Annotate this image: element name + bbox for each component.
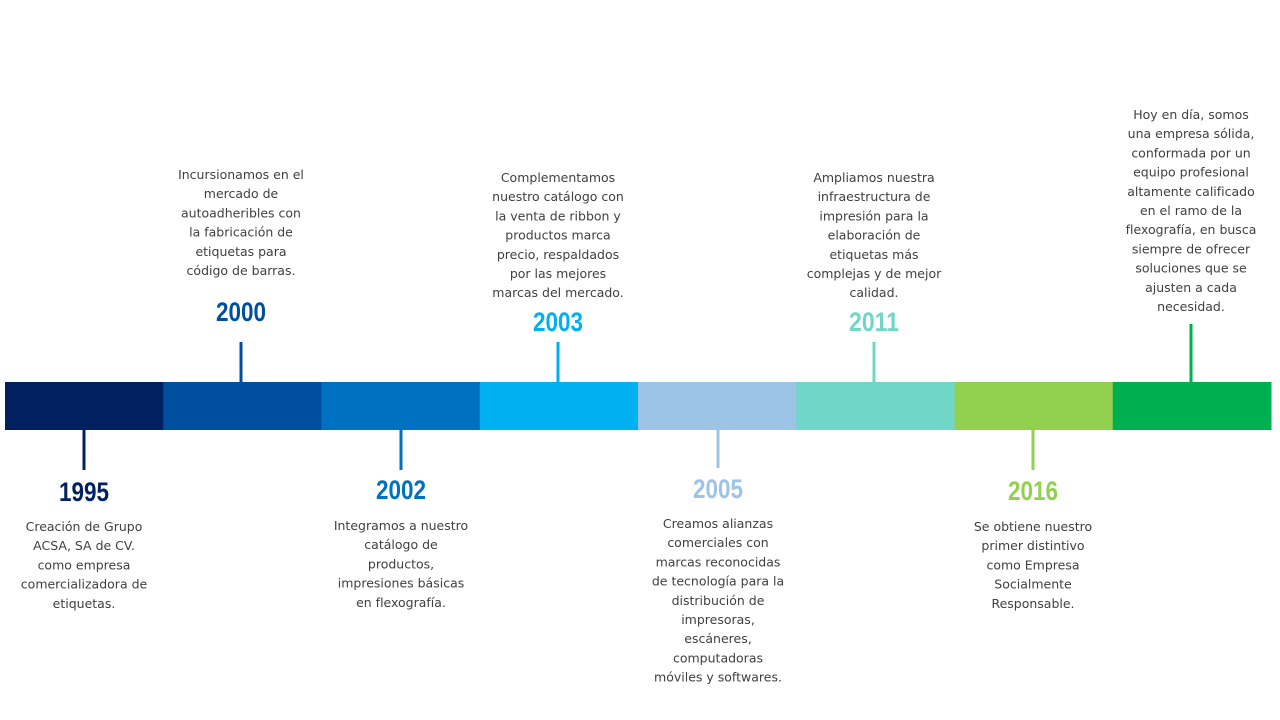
timeline-segment: [479, 382, 639, 430]
description-line: necesidad.: [1157, 299, 1225, 314]
description-line: etiquetas para: [195, 244, 286, 259]
timeline-segment: [5, 382, 164, 430]
description-line: código de barras.: [187, 263, 296, 278]
description-line: en el ramo de la: [1140, 203, 1242, 218]
description-line: ACSA, SA de CV.: [33, 538, 135, 553]
description-line: una empresa sólida,: [1128, 126, 1255, 141]
description-line: Complementamos: [501, 170, 615, 185]
description-line: Creación de Grupo: [26, 519, 143, 534]
timeline-segment: [954, 382, 1114, 430]
description-line: productos,: [368, 556, 434, 571]
timeline-segment: [638, 382, 797, 430]
description-line: Socialmente: [994, 577, 1072, 592]
timeline-segment: [796, 382, 955, 430]
description-line: ajusten a cada: [1145, 280, 1237, 295]
description-line: Hoy en día, somos: [1133, 107, 1249, 122]
description-line: Se obtiene nuestro: [974, 519, 1092, 534]
description-line: móviles y softwares.: [654, 670, 782, 685]
description-line: mercado de: [204, 186, 279, 201]
description-line: siempre de ofrecer: [1132, 241, 1251, 256]
description-line: primer distintivo: [981, 538, 1084, 553]
description-line: calidad.: [850, 285, 899, 300]
description-line: altamente calificado: [1127, 184, 1255, 199]
description-line: soluciones que se: [1135, 261, 1247, 276]
description-line: autoadheribles con: [181, 205, 301, 220]
description-line: impresión para la: [819, 208, 928, 223]
year-label: 2016: [1008, 476, 1058, 506]
description-line: la venta de ribbon y: [495, 208, 621, 223]
description-line: como Empresa: [986, 557, 1079, 572]
description-line: Integramos a nuestro: [334, 518, 468, 533]
description-line: catálogo de: [364, 537, 438, 552]
timeline-segment: [1112, 382, 1272, 430]
description-line: Ampliamos nuestra: [813, 170, 934, 185]
description-line: marcas del mercado.: [492, 285, 623, 300]
year-label: 2000: [216, 297, 266, 327]
description-line: elaboración de: [828, 228, 921, 243]
description-line: infraestructura de: [818, 189, 931, 204]
description-line: flexografía, en busca: [1126, 222, 1257, 237]
year-label: 2002: [376, 475, 426, 505]
description-line: etiquetas.: [53, 596, 116, 611]
description-line: en flexografía.: [356, 595, 446, 610]
description-line: como empresa: [38, 557, 131, 572]
description-line: precio, respaldados: [497, 247, 619, 262]
description-line: comerciales con: [667, 535, 768, 550]
description-line: impresiones básicas: [338, 576, 465, 591]
description-line: marcas reconocidas: [656, 554, 781, 569]
description-line: complejas y de mejor: [807, 266, 942, 281]
year-label: 1995: [59, 477, 109, 507]
description-line: Responsable.: [991, 596, 1074, 611]
description-line: distribución de: [672, 593, 765, 608]
description-line: de tecnología para la: [652, 574, 784, 589]
description-line: comercializadora de: [21, 577, 148, 592]
description-line: por las mejores: [510, 266, 606, 281]
description-line: computadoras: [673, 650, 763, 665]
description-line: productos marca: [505, 228, 610, 243]
year-label: 2011: [849, 307, 899, 337]
description-line: impresoras,: [681, 612, 755, 627]
description-line: conformada por un: [1131, 145, 1250, 160]
description-line: etiquetas más: [829, 247, 918, 262]
description-line: Incursionamos en el: [178, 167, 304, 182]
description-line: equipo profesional: [1133, 165, 1249, 180]
description-line: la fabricación de: [189, 225, 293, 240]
timeline-segment: [163, 382, 322, 430]
description-line: escáneres,: [684, 631, 751, 646]
year-label: 2005: [693, 474, 743, 504]
year-label: 2003: [533, 307, 583, 337]
description-line: nuestro catálogo con: [492, 189, 624, 204]
timeline-segment: [321, 382, 481, 430]
description-line: Creamos alianzas: [663, 516, 773, 531]
